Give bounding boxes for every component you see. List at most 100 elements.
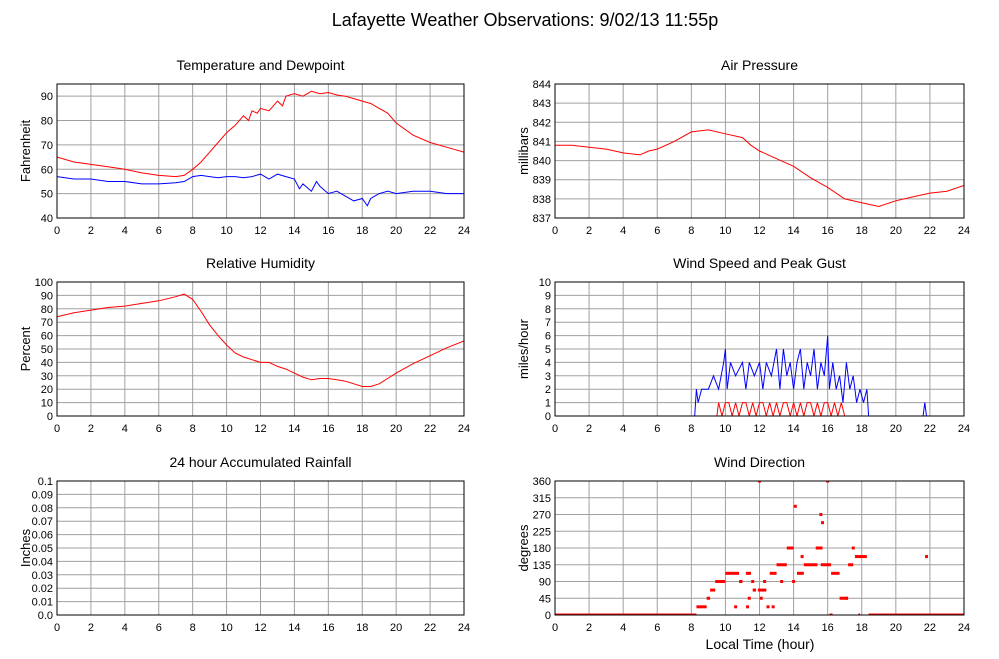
plot-frame [56, 281, 465, 417]
series-line-0 [57, 90, 464, 178]
x-tick-label: 22 [424, 622, 436, 634]
direction-point [747, 596, 751, 600]
y-tick-label: 2 [545, 384, 551, 396]
y-tick-label: 839 [533, 175, 551, 187]
series-line-0 [555, 335, 964, 416]
y-tick-label: 843 [533, 98, 551, 110]
x-tick-label: 14 [288, 622, 300, 634]
direction-point [792, 580, 796, 583]
plot-area [57, 293, 464, 387]
x-tick-label: 6 [654, 423, 660, 435]
chart-title: Relative Humidity [206, 255, 315, 271]
x-tick-label: 22 [924, 423, 936, 435]
direction-point [925, 555, 929, 559]
x-tick-label: 16 [322, 225, 334, 237]
x-tick-label: 0 [552, 225, 558, 237]
x-tick-label: 6 [156, 225, 162, 237]
y-tick-label: 841 [533, 136, 551, 148]
direction-point [758, 481, 761, 483]
x-tick-label: 12 [254, 225, 266, 237]
y-tick-label: 135 [533, 560, 551, 572]
x-tick-label: 4 [620, 423, 626, 435]
y-tick-label: 4 [545, 357, 551, 369]
y-tick-label: 225 [533, 526, 551, 538]
series-line-1 [57, 173, 464, 207]
x-tick-label: 10 [220, 423, 232, 435]
x-tick-label: 0 [552, 622, 558, 634]
y-tick-label: 0.05 [32, 543, 53, 555]
x-tick-label: 4 [122, 225, 128, 237]
y-tick-label: 7 [545, 317, 551, 329]
y-tick-label: 80 [41, 304, 53, 316]
x-tick-label: 10 [220, 225, 232, 237]
x-tick-label: 12 [254, 622, 266, 634]
x-tick-label: 4 [122, 622, 128, 634]
chart-title: Wind Speed and Peak Gust [673, 255, 846, 271]
x-tick-label: 22 [424, 423, 436, 435]
x-tick-label: 20 [390, 622, 402, 634]
y-tick-label: 0.0 [38, 610, 53, 622]
page-title: Lafayette Weather Observations: 9/02/13 … [332, 10, 719, 30]
y-tick-label: 842 [533, 117, 551, 129]
plot-frame [554, 83, 965, 219]
x-tick-label: 10 [719, 622, 731, 634]
x-tick-label: 12 [254, 423, 266, 435]
y-tick-label: 0.09 [32, 489, 53, 501]
x-tick-label: 6 [156, 622, 162, 634]
y-tick-label: 837 [533, 213, 551, 225]
x-tick-label: 4 [122, 423, 128, 435]
x-tick-label: 24 [458, 423, 470, 435]
x-tick-label: 8 [688, 225, 694, 237]
y-tick-label: 840 [533, 156, 551, 168]
x-tick-label: 6 [156, 423, 162, 435]
direction-point [821, 521, 825, 525]
y-axis-label: miles/hour [516, 318, 531, 379]
y-tick-label: 9 [545, 290, 551, 302]
x-tick-label: 0 [552, 423, 558, 435]
y-tick-label: 0 [545, 411, 551, 423]
x-tick-label: 24 [458, 622, 470, 634]
x-tick-label: 20 [390, 225, 402, 237]
y-tick-label: 360 [533, 476, 551, 488]
plot-area [555, 129, 964, 208]
plot-frame [56, 83, 465, 219]
x-tick-label: 10 [220, 622, 232, 634]
chart-title: 24 hour Accumulated Rainfall [169, 454, 351, 470]
y-tick-label: 0.08 [32, 503, 53, 515]
x-tick-label: 22 [924, 622, 936, 634]
x-tick-label: 14 [288, 225, 300, 237]
direction-point [759, 596, 763, 600]
direction-point [819, 513, 823, 516]
y-tick-label: 70 [41, 317, 53, 329]
x-tick-label: 4 [620, 225, 626, 237]
direction-point [793, 504, 797, 508]
x-tick-label: 20 [890, 225, 902, 237]
x-tick-label: 6 [654, 225, 660, 237]
x-tick-label: 22 [924, 225, 936, 237]
x-tick-label: 18 [856, 622, 868, 634]
y-tick-label: 315 [533, 493, 551, 505]
x-tick-label: 4 [620, 622, 626, 634]
y-tick-label: 844 [533, 79, 551, 91]
x-tick-label: 16 [322, 622, 334, 634]
x-tick-label: 24 [958, 622, 970, 634]
x-tick-label: 12 [753, 423, 765, 435]
x-tick-label: 24 [958, 423, 970, 435]
y-axis-label: Inches [18, 528, 33, 567]
y-tick-label: 40 [41, 213, 53, 225]
direction-point [800, 555, 804, 559]
x-tick-label: 16 [822, 622, 834, 634]
x-tick-label: 10 [719, 225, 731, 237]
y-tick-label: 3 [545, 371, 551, 383]
y-tick-label: 270 [533, 510, 551, 522]
x-tick-label: 18 [356, 423, 368, 435]
x-tick-label: 18 [856, 423, 868, 435]
x-tick-label: 8 [688, 622, 694, 634]
y-tick-label: 8 [545, 304, 551, 316]
plot-frame [554, 480, 965, 616]
y-tick-label: 0.06 [32, 530, 53, 542]
x-tick-label: 14 [288, 423, 300, 435]
